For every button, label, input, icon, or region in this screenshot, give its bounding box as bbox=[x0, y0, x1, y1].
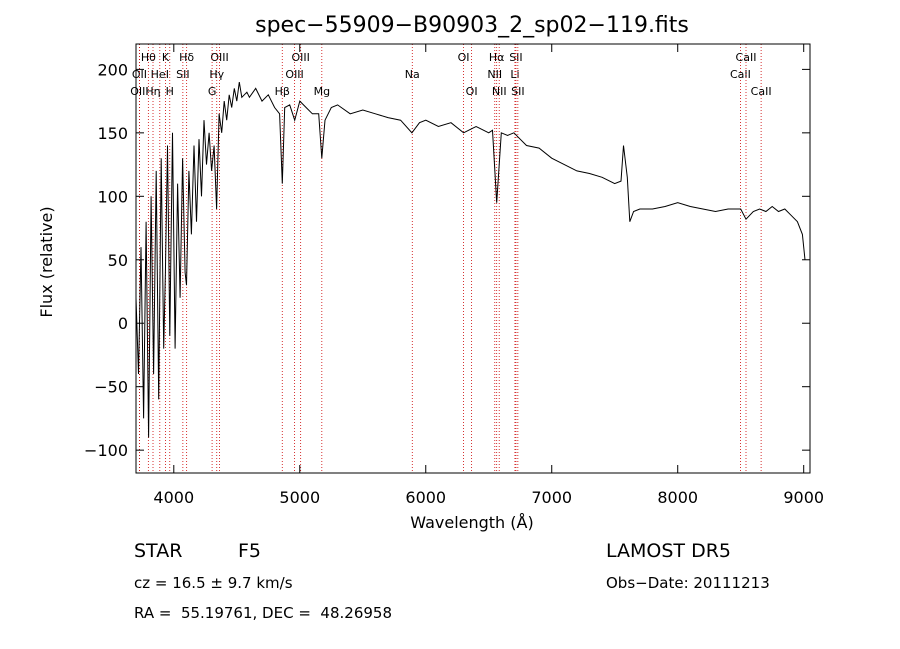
object-class: STAR bbox=[134, 540, 183, 562]
x-tick-label-3: 7000 bbox=[531, 488, 572, 507]
marker-label-3: K bbox=[162, 51, 170, 64]
x-tick-label-5: 9000 bbox=[783, 488, 824, 507]
y-tick-label-2: 0 bbox=[118, 314, 128, 333]
x-tick-label-0: 4000 bbox=[153, 488, 194, 507]
y-tick-label-1: −50 bbox=[94, 378, 128, 397]
marker-label-17: OI bbox=[458, 51, 470, 64]
y-tick-label-0: −100 bbox=[84, 441, 128, 460]
marker-label-7: Hδ bbox=[179, 51, 194, 64]
plot-frame bbox=[135, 43, 811, 474]
marker-label-21: NII bbox=[492, 85, 507, 98]
x-axis-label: Wavelength (Å) bbox=[410, 513, 533, 532]
y-axis-ticks: −100 −50 0 50 100 150 200 bbox=[84, 60, 810, 460]
marker-label-22: SII bbox=[509, 51, 522, 64]
marker-label-27: CaII bbox=[751, 85, 772, 98]
marker-label-16: Na bbox=[405, 68, 420, 81]
y-tick-label-6: 200 bbox=[97, 60, 128, 79]
marker-label-15: Mg bbox=[314, 85, 330, 98]
redshift-text: cz = 16.5 ± 9.7 km/s bbox=[134, 574, 293, 592]
marker-label-10: Hγ bbox=[209, 68, 224, 81]
marker-label-0: Hθ bbox=[141, 51, 156, 64]
y-tick-label-5: 150 bbox=[97, 124, 128, 143]
y-axis-label: Flux (relative) bbox=[37, 206, 56, 317]
marker-label-8: SII bbox=[176, 68, 189, 81]
marker-label-4: HeI bbox=[151, 68, 169, 81]
marker-label-13: OIII bbox=[285, 68, 303, 81]
marker-label-24: SII bbox=[511, 85, 524, 98]
x-tick-label-1: 5000 bbox=[279, 488, 320, 507]
marker-label-9: OIII bbox=[210, 51, 228, 64]
marker-label-12: OIII bbox=[291, 51, 309, 64]
marker-label-5: Hη bbox=[145, 85, 160, 98]
object-subclass: F5 bbox=[238, 540, 262, 562]
marker-label-2: OIII bbox=[130, 85, 148, 98]
marker-label-25: CaII bbox=[730, 68, 751, 81]
marker-label-26: CaII bbox=[736, 51, 757, 64]
coordinates-text: RA = 55.19761, DEC = 48.26958 bbox=[134, 604, 393, 622]
marker-label-20: NII bbox=[487, 68, 502, 81]
marker-label-11: G bbox=[208, 85, 217, 98]
marker-label-6: H bbox=[166, 85, 174, 98]
x-tick-label-4: 8000 bbox=[657, 488, 698, 507]
y-tick-label-3: 50 bbox=[108, 251, 128, 270]
chart-title: spec−55909−B90903_2_sp02−119.fits bbox=[255, 13, 689, 38]
marker-label-23: Li bbox=[510, 68, 519, 81]
marker-label-14: Hβ bbox=[275, 85, 290, 98]
survey-label: LAMOST DR5 bbox=[606, 540, 731, 562]
marker-label-19: Hα bbox=[489, 51, 505, 64]
y-tick-label-4: 100 bbox=[97, 187, 128, 206]
x-axis-ticks: 4000 5000 6000 7000 8000 9000 bbox=[153, 44, 824, 507]
spectrum-series-line bbox=[135, 82, 806, 438]
x-tick-label-2: 6000 bbox=[405, 488, 446, 507]
obs-date-text: Obs−Date: 20111213 bbox=[606, 574, 770, 592]
marker-label-18: OI bbox=[466, 85, 478, 98]
